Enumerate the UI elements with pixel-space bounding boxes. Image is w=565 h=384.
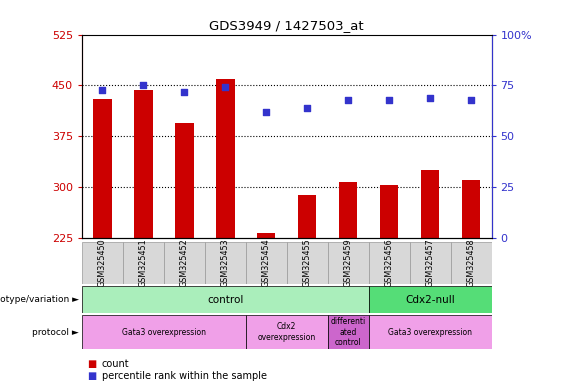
Bar <box>369 315 492 349</box>
Point <box>344 97 353 103</box>
Text: percentile rank within the sample: percentile rank within the sample <box>102 371 267 381</box>
Bar <box>164 242 205 284</box>
Text: GSM325456: GSM325456 <box>385 239 394 287</box>
Text: Gata3 overexpression: Gata3 overexpression <box>122 328 206 337</box>
Bar <box>216 79 234 238</box>
Bar <box>369 242 410 284</box>
Text: GSM325457: GSM325457 <box>425 239 434 287</box>
Text: GSM325455: GSM325455 <box>303 239 312 287</box>
Text: GSM325450: GSM325450 <box>98 239 107 287</box>
Point <box>425 94 434 101</box>
Text: GSM325459: GSM325459 <box>344 239 353 287</box>
Point <box>467 97 476 103</box>
Bar <box>410 242 451 284</box>
Bar <box>421 170 440 238</box>
Point <box>303 105 312 111</box>
Text: GSM325458: GSM325458 <box>467 239 476 287</box>
Point <box>262 109 271 115</box>
Bar <box>369 286 492 313</box>
Bar <box>328 315 369 349</box>
Point <box>221 84 230 91</box>
Bar <box>298 195 316 238</box>
Bar <box>123 242 164 284</box>
Bar <box>82 315 246 349</box>
Text: Cdx2-null: Cdx2-null <box>405 295 455 305</box>
Bar <box>339 182 358 238</box>
Bar <box>328 242 369 284</box>
Point <box>98 86 107 93</box>
Bar <box>246 315 328 349</box>
Text: GSM325454: GSM325454 <box>262 239 271 287</box>
Bar <box>175 123 194 238</box>
Text: differenti
ated
control: differenti ated control <box>331 317 366 347</box>
Text: GSM325451: GSM325451 <box>139 239 148 287</box>
Point <box>139 83 148 89</box>
Text: GSM325453: GSM325453 <box>221 239 230 287</box>
Point <box>180 88 189 94</box>
Bar <box>134 90 153 238</box>
Title: GDS3949 / 1427503_at: GDS3949 / 1427503_at <box>210 19 364 32</box>
Bar <box>246 242 287 284</box>
Bar <box>82 242 123 284</box>
Bar <box>205 242 246 284</box>
Bar <box>93 99 112 238</box>
Bar <box>451 242 492 284</box>
Text: genotype/variation ►: genotype/variation ► <box>0 295 79 304</box>
Text: Gata3 overexpression: Gata3 overexpression <box>388 328 472 337</box>
Bar <box>82 286 369 313</box>
Text: protocol ►: protocol ► <box>32 328 79 337</box>
Bar <box>257 233 276 238</box>
Bar <box>287 242 328 284</box>
Bar <box>380 185 398 238</box>
Text: ■: ■ <box>88 371 97 381</box>
Text: Cdx2
overexpression: Cdx2 overexpression <box>258 323 316 342</box>
Text: count: count <box>102 359 129 369</box>
Point <box>385 97 394 103</box>
Text: GSM325452: GSM325452 <box>180 239 189 287</box>
Text: control: control <box>207 295 244 305</box>
Bar <box>462 180 480 238</box>
Text: ■: ■ <box>88 359 97 369</box>
